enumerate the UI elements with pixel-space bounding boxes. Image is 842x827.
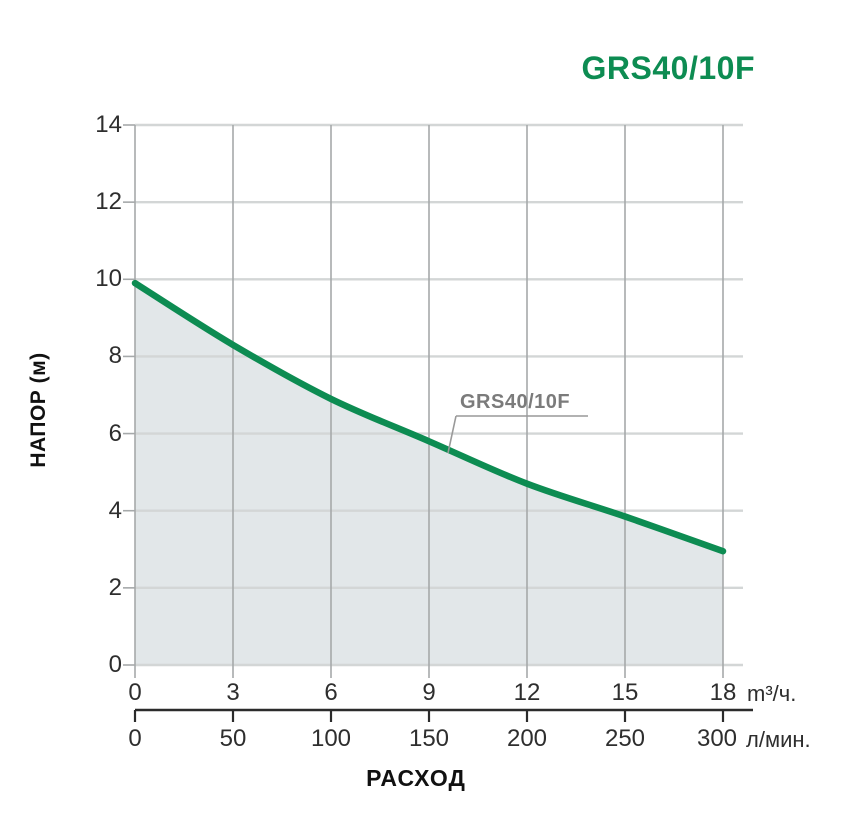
x-tick-label-primary: 0: [128, 679, 142, 706]
y-tick-label: 8: [108, 342, 122, 370]
x-tick-label-primary: 15: [611, 679, 639, 706]
x-tick-label-primary: 12: [513, 679, 541, 706]
chart-title: GRS40/10F: [581, 50, 755, 86]
annotation-leader-line: [447, 415, 457, 454]
x-tick-label-primary: 18: [709, 679, 737, 706]
y-tick-label: 6: [108, 419, 122, 447]
x-tick-label-secondary: 0: [128, 725, 142, 752]
y-axis-title: НАПОР (м): [27, 352, 50, 468]
curve-annotation-label: GRS40/10F: [460, 391, 571, 413]
x-tick-label-primary: 3: [226, 679, 240, 706]
x-tick-label-secondary: 300: [696, 725, 738, 752]
x-unit-primary: m³/ч.: [747, 681, 797, 706]
pump-curve: [131, 279, 727, 555]
y-tick-label: 4: [108, 496, 122, 524]
y-tick-label: 10: [95, 265, 122, 293]
x-tick-label-primary: 6: [324, 679, 338, 706]
y-tick-label: 14: [95, 111, 122, 138]
y-tick-label: 12: [95, 188, 122, 216]
x-tick-label-secondary: 200: [506, 725, 548, 752]
x-unit-secondary: л/мин.: [746, 727, 811, 752]
x-tick-label-secondary: 50: [219, 725, 247, 752]
y-tick-label: 0: [108, 651, 122, 678]
x-axis-title: РАСХОД: [366, 765, 466, 791]
x-tick-label-primary: 9: [422, 679, 436, 706]
x-tick-label-secondary: 150: [408, 725, 450, 752]
x-tick-label-secondary: 250: [604, 725, 646, 752]
x-tick-label-secondary: 100: [310, 725, 352, 752]
y-tick-label: 2: [108, 573, 122, 601]
